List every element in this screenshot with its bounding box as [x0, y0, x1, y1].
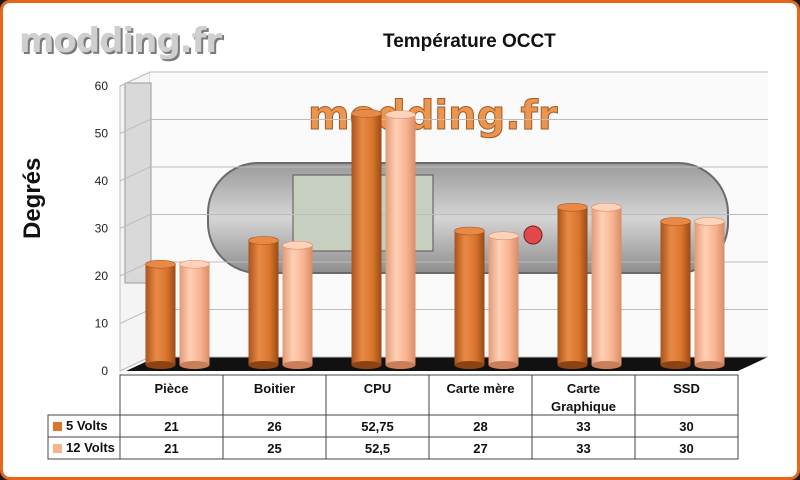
- gridline: [119, 119, 768, 134]
- bar-bottom: [248, 361, 279, 369]
- bar-bottom: [385, 361, 416, 369]
- x-category-label: Carte: [567, 381, 600, 396]
- legend-swatch: [53, 444, 62, 453]
- legend-swatch: [53, 422, 62, 431]
- bar-body: [591, 207, 622, 365]
- bar-top: [282, 240, 313, 250]
- bar-bottom: [694, 361, 725, 369]
- bar-bottom: [351, 361, 382, 369]
- bar-top: [694, 217, 725, 226]
- bar-bottom: [488, 361, 519, 369]
- bar-top: [591, 202, 622, 212]
- bar-body: [248, 240, 279, 365]
- data-value-label: 52,75: [361, 419, 394, 434]
- bar-body: [660, 221, 691, 365]
- bar-12-volts: [179, 259, 210, 369]
- data-value-label: 28: [473, 419, 487, 434]
- data-value-label: 21: [164, 419, 178, 434]
- bar-body: [454, 231, 485, 365]
- bar-12-volts: [488, 231, 519, 369]
- x-category-label: Pièce: [155, 381, 189, 396]
- bar-body: [351, 113, 382, 365]
- bar-body: [179, 264, 210, 365]
- device-button-icon: [523, 225, 543, 245]
- watermark-logo: modding.fr: [19, 21, 222, 61]
- x-category-label: Graphique: [551, 399, 616, 414]
- bar-top: [248, 236, 279, 245]
- data-value-label: 33: [576, 441, 590, 456]
- side-panel-image: [124, 82, 152, 284]
- bar-bottom: [557, 361, 588, 369]
- data-value-label: 27: [473, 441, 487, 456]
- bar-top: [351, 109, 382, 118]
- x-category-label: SSD: [673, 381, 700, 396]
- y-tick-label: 30: [95, 222, 109, 236]
- data-value-label: 21: [164, 441, 178, 456]
- data-value-label: 33: [576, 419, 590, 434]
- legend-label: 5 Volts: [66, 418, 108, 433]
- y-tick-label: 50: [95, 127, 109, 141]
- bar-bottom: [179, 361, 210, 369]
- bar-body: [145, 264, 176, 365]
- bar-5-volts: [660, 217, 691, 369]
- bar-bottom: [454, 361, 485, 369]
- chart: modding.fr 0 10 20 30 40 50 60 Pièce Boitier CPU…: [47, 71, 768, 460]
- bar-top: [385, 110, 416, 119]
- y-tick-label: 60: [95, 79, 109, 93]
- bar-top: [454, 226, 485, 236]
- bar-bottom: [282, 361, 313, 369]
- y-tick-label: 0: [101, 364, 108, 378]
- bar-12-volts: [591, 202, 622, 369]
- x-category-label: CPU: [364, 381, 391, 396]
- bar-12-volts: [282, 240, 313, 369]
- gridline: [119, 71, 768, 87]
- bar-12-volts: [694, 217, 725, 369]
- plot-watermark: modding.fr: [308, 93, 558, 139]
- bar-5-volts: [351, 109, 382, 369]
- bar-5-volts: [145, 259, 176, 369]
- legend-label: 12 Volts: [66, 440, 115, 455]
- bar-top: [557, 202, 588, 212]
- x-category-label: Carte mère: [447, 381, 515, 396]
- y-tick-label: 20: [95, 269, 109, 283]
- x-category-label: Boitier: [254, 381, 295, 396]
- gridline: [119, 166, 768, 182]
- bar-body: [282, 245, 313, 365]
- y-tick-label: 10: [95, 317, 109, 331]
- bar-bottom: [145, 361, 176, 369]
- bar-5-volts: [557, 202, 588, 369]
- data-value-label: 52,5: [365, 441, 390, 456]
- bar-5-volts: [248, 236, 279, 369]
- chart-title: Température OCCT: [383, 31, 556, 52]
- data-value-label: 26: [267, 419, 281, 434]
- bar-bottom: [660, 361, 691, 369]
- bar-top: [488, 231, 519, 241]
- bar-12-volts: [385, 110, 416, 369]
- data-value-label: 30: [679, 441, 693, 456]
- watermark-text: modding.fr: [19, 21, 222, 61]
- bar-body: [488, 235, 519, 365]
- bar-top: [145, 259, 176, 269]
- bar-top: [660, 217, 691, 226]
- bar-body: [694, 221, 725, 365]
- bar-bottom: [591, 361, 622, 369]
- bar-5-volts: [454, 226, 485, 369]
- data-value-label: 30: [679, 419, 693, 434]
- bar-body: [557, 207, 588, 365]
- y-tick-label: 40: [95, 174, 109, 188]
- bar-body: [385, 114, 416, 365]
- data-value-label: 25: [267, 441, 281, 456]
- bar-top: [179, 259, 210, 269]
- y-axis-label: Degrés: [19, 157, 46, 239]
